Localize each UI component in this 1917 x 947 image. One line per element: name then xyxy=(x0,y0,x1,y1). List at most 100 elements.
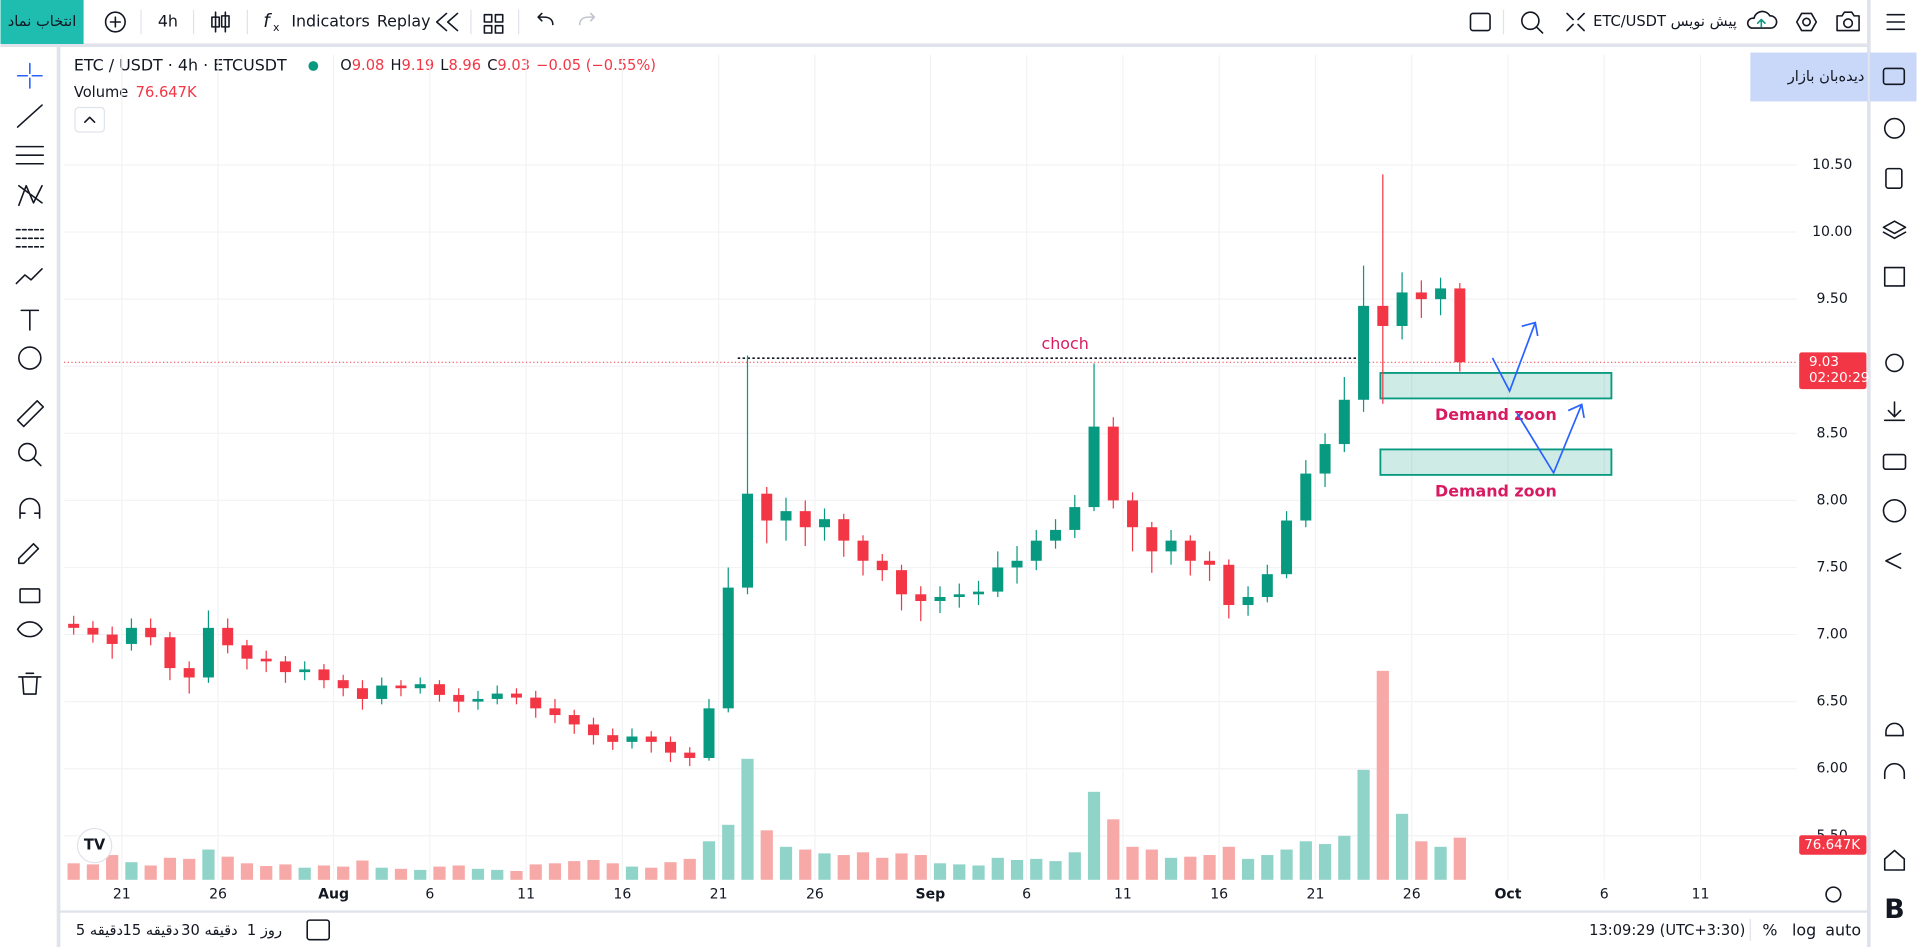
pattern-tool[interactable] xyxy=(18,184,43,207)
lock-draw-tool[interactable] xyxy=(18,542,40,565)
bell-icon[interactable] xyxy=(1885,722,1904,737)
cloud-icon[interactable] xyxy=(1746,10,1778,29)
candle-body xyxy=(664,741,676,753)
text-tool[interactable] xyxy=(20,309,40,331)
candle-body xyxy=(626,736,638,742)
volume-legend: Volume 76.647K xyxy=(74,84,197,101)
axis-settings-icon[interactable] xyxy=(1825,886,1842,903)
legend-value: 8.96 xyxy=(448,57,481,74)
indicators-button[interactable]: Indicators xyxy=(291,11,369,30)
symbol-button-label[interactable]: انتخاب نماد xyxy=(8,13,77,30)
emoji-tool[interactable] xyxy=(18,346,42,370)
demand-zone-label: Demand zoon xyxy=(1435,405,1557,424)
chart-type-icon[interactable] xyxy=(211,11,230,33)
auto-toggle[interactable]: auto xyxy=(1825,921,1861,940)
volume-bar xyxy=(491,869,504,880)
fullscreen-square-icon[interactable] xyxy=(1469,12,1491,32)
volume-badge-label: 76.647K xyxy=(1804,838,1861,853)
volume-bar xyxy=(991,857,1004,880)
x-tick-label: 6 xyxy=(1022,886,1031,902)
projection-tool[interactable] xyxy=(15,228,45,248)
ruler-tool[interactable] xyxy=(16,400,45,428)
alerts-icon[interactable] xyxy=(1883,117,1906,139)
undo-icon[interactable] xyxy=(537,12,554,26)
lock-tool[interactable] xyxy=(19,588,41,604)
brand-letter[interactable]: B xyxy=(1884,894,1904,925)
x-tick-label: 21 xyxy=(710,886,728,902)
demand-zone-label: Demand zoon xyxy=(1435,482,1557,501)
candle-body xyxy=(1069,507,1081,530)
brush-tool[interactable] xyxy=(15,268,43,285)
expand-icon[interactable] xyxy=(1566,12,1585,32)
percent-toggle[interactable]: % xyxy=(1762,921,1777,940)
y-tick-label: 7.00 xyxy=(1817,627,1848,643)
volume-bar xyxy=(702,841,716,880)
watchlist-tab[interactable] xyxy=(1870,52,1917,102)
snapshot-icon[interactable] xyxy=(1836,11,1860,32)
timeframe-button[interactable]: 1 روز xyxy=(247,922,282,939)
layers-icon[interactable] xyxy=(1882,220,1907,240)
clock[interactable]: 13:09:29 (UTC+3:30) xyxy=(1589,922,1745,939)
zoom-tool[interactable] xyxy=(18,442,37,462)
layout-icon[interactable] xyxy=(483,13,504,34)
share-icon[interactable] xyxy=(1885,552,1902,569)
add-symbol-icon[interactable] xyxy=(104,11,126,33)
support-icon[interactable] xyxy=(1883,762,1906,780)
candle-body xyxy=(1415,292,1427,300)
interval-button[interactable]: 4h xyxy=(158,11,178,30)
menu-icon[interactable] xyxy=(1886,13,1906,31)
x-tick-label: 6 xyxy=(1600,886,1609,902)
watchlist-icon[interactable] xyxy=(1882,67,1906,86)
candle-body xyxy=(1396,292,1408,326)
fib-tool[interactable] xyxy=(15,145,45,165)
volume-bar xyxy=(914,855,927,880)
volume-bar xyxy=(183,858,196,880)
magnet-tool[interactable] xyxy=(19,497,41,519)
notes-icon[interactable] xyxy=(1885,167,1903,189)
candle-body xyxy=(742,493,753,588)
volume-bar xyxy=(1203,855,1216,880)
candle-body xyxy=(145,627,157,638)
trendline-tool[interactable] xyxy=(16,104,43,128)
date-range-icon[interactable] xyxy=(306,919,330,941)
x-tick-label: 21 xyxy=(1307,886,1325,902)
visibility-tool[interactable] xyxy=(16,621,43,638)
candle-body xyxy=(1281,520,1293,575)
draft-title[interactable]: ETC/USDT پیش نویس xyxy=(1593,13,1737,30)
watchlist-button[interactable] xyxy=(1750,52,1868,102)
redo-icon[interactable] xyxy=(578,12,596,26)
collapse-button[interactable] xyxy=(74,106,105,133)
volume-bar xyxy=(471,868,485,880)
volume-bar xyxy=(606,863,619,880)
profile-icon[interactable] xyxy=(1882,498,1907,523)
alert-icon[interactable] xyxy=(1521,11,1540,31)
x-tick-label: Aug xyxy=(318,886,349,902)
watchlist-label[interactable]: دیده‌بان بازار xyxy=(1787,68,1865,85)
delete-tool[interactable] xyxy=(18,672,42,695)
log-toggle[interactable]: log xyxy=(1792,921,1816,940)
gear-icon[interactable] xyxy=(1885,353,1904,373)
volume-bar xyxy=(1318,844,1332,880)
replay-button[interactable]: Replay xyxy=(377,11,431,30)
volume-bar xyxy=(1434,846,1447,880)
ideas-icon[interactable] xyxy=(1883,266,1906,287)
volume-bar xyxy=(1030,858,1043,880)
timeframe-button[interactable]: 15 دقیقه xyxy=(123,922,180,939)
tv-logo[interactable] xyxy=(76,827,113,864)
card-icon[interactable] xyxy=(1882,453,1907,471)
choch-label: choch xyxy=(1042,334,1089,353)
drawing-toolbar xyxy=(15,62,45,695)
download-icon[interactable] xyxy=(1883,401,1906,422)
timeframe-button[interactable]: 5 دقیقه xyxy=(76,922,123,939)
timeframe-button[interactable]: 30 دقیقه xyxy=(181,922,238,939)
fx-icon[interactable]: f xyxy=(263,11,272,32)
home-icon[interactable] xyxy=(1883,849,1906,871)
candle-body xyxy=(607,735,619,742)
crosshair-tool[interactable] xyxy=(16,62,43,89)
x-tick-label: Sep xyxy=(916,886,946,902)
candle-body xyxy=(1338,399,1350,445)
symbol-button[interactable] xyxy=(0,0,84,44)
candle-body xyxy=(106,634,118,644)
settings-icon[interactable] xyxy=(1795,12,1818,32)
volume-bar xyxy=(529,864,542,880)
